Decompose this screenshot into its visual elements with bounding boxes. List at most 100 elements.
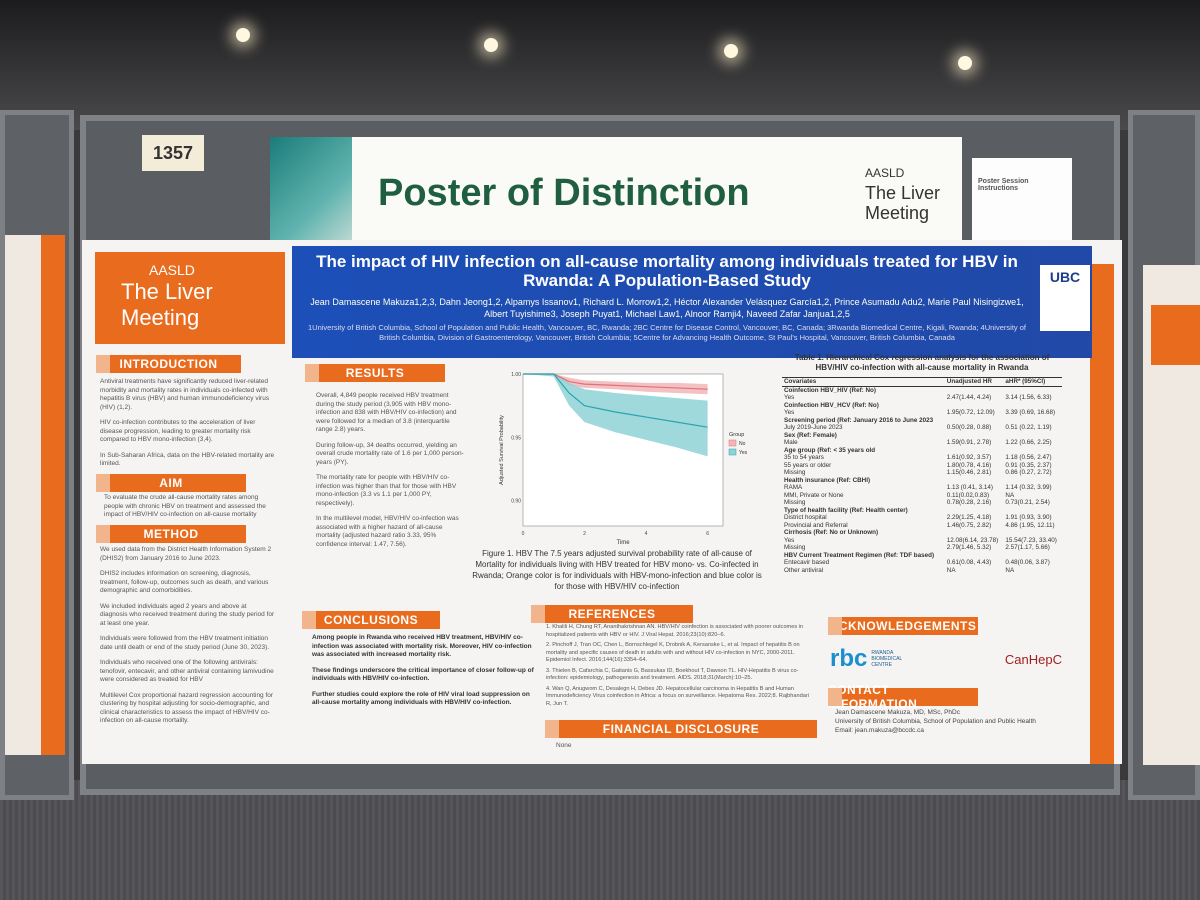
- table-cell: District hospital: [784, 514, 827, 521]
- table-cell: Provincial and Referral: [784, 521, 848, 529]
- table-cell: 2.79(1.46, 5.32): [946, 544, 992, 551]
- table-cell: Sex (Ref: Female): [784, 431, 837, 439]
- table-cell: 0.11(0.02,0.83): [946, 491, 990, 499]
- ceiling: [0, 0, 1200, 130]
- table-row: Type of health facility (Ref: Health cen…: [782, 507, 1062, 515]
- canhepc-logo: CanHepC: [1004, 651, 1062, 667]
- table-cell: 2.29(1.25, 4.18): [946, 514, 992, 521]
- booth-number: 1357: [142, 135, 204, 171]
- table-header: aHR* (95%CI): [1003, 377, 1062, 387]
- table-cell: [945, 477, 1004, 485]
- table-cell: 1.15(0.46, 2.81): [946, 469, 992, 476]
- table-cell: 15.54(7.23, 33.40): [1005, 536, 1057, 544]
- rbc-name: RWANDA BIOMEDICAL CENTRE: [871, 650, 903, 668]
- table-cell: 3.39 (0.69, 16.68): [1005, 409, 1056, 416]
- table-cell: [945, 386, 1004, 394]
- contact-info: Jean Damascene Makuza, MD, MSc, PhDc Uni…: [835, 709, 1036, 734]
- table-cell: Age group (Ref: < 35 years old: [784, 446, 876, 454]
- table-cell: 0.91 (0.35, 2.37): [1005, 461, 1052, 469]
- distinction-title: Poster of Distinction: [378, 171, 750, 214]
- table-cell: 0.73(0.21, 2.54): [1005, 499, 1050, 506]
- table-row: Yes 1.95(0.72, 12.09) 3.39 (0.69, 16.68): [782, 409, 1062, 417]
- table-cell: 35 to 54 years: [784, 454, 824, 461]
- regression-table: Covariates Unadjusted HR aHR* (95%CI) Co…: [782, 377, 1062, 574]
- introduction-text: Antiviral treatments have significantly …: [100, 378, 275, 467]
- right-neighbor-board: [1128, 110, 1200, 800]
- legend-label: No: [739, 441, 746, 447]
- table-row: 55 years or older 1.80(0.78, 4.16) 0.91 (0…: [782, 462, 1062, 470]
- table-cell: Coinfection HBV_HIV (Ref: No): [784, 386, 877, 394]
- distinction-banner: Poster of Distinction AASLD The Liver Me…: [270, 137, 962, 249]
- table-row: July 2019-June 2023 0.50(0.28, 0.88) 0.51 …: [782, 424, 1062, 432]
- table-cell: Yes: [784, 394, 795, 401]
- y-tick-label: 1.00: [511, 372, 521, 378]
- confidence-band-yes: [523, 374, 708, 457]
- table-row: Screening period (Ref: January 2016 to J…: [782, 417, 1062, 425]
- financial-heading: FINANCIAL DISCLOSURE: [545, 720, 817, 738]
- table-cell: Other antiviral: [784, 566, 824, 574]
- table-header: Covariates: [782, 377, 945, 387]
- table-cell: Entecavir based: [784, 559, 830, 566]
- table-cell: 2.47(1.44, 4.24): [946, 394, 992, 401]
- x-tick-label: 4: [645, 531, 648, 537]
- cox-table: Table 1. Hierarchical Cox regression ana…: [782, 353, 1062, 574]
- table-cell: Missing: [784, 499, 806, 506]
- table-cell: NA: [1005, 491, 1015, 499]
- table-cell: Cirrhosis (Ref: No or Unknown): [784, 529, 879, 536]
- table-row: Coinfection HBV_HIV (Ref: No): [782, 386, 1062, 394]
- table-cell: 1.18 (0.56, 2.47): [1005, 454, 1052, 461]
- table-row: Yes 2.47(1.44, 4.24) 3.14 (1.56, 6.33): [782, 394, 1062, 402]
- table-cell: 3.14 (1.56, 6.33): [1005, 394, 1052, 401]
- aim-heading: AIM: [96, 474, 246, 492]
- legend-label: Yes: [739, 450, 748, 456]
- introduction-heading: INTRODUCTION: [96, 355, 241, 373]
- table-cell: 1.13 (0.41, 3.14): [946, 484, 994, 491]
- table-cell: 0.51 (0.22, 1.19): [1005, 424, 1052, 431]
- table-cell: [1003, 447, 1062, 455]
- table-cell: [1003, 432, 1062, 440]
- poster-header: The impact of HIV infection on all-cause…: [292, 246, 1092, 358]
- table-cell: Male: [784, 439, 798, 446]
- ubc-logo: UBC: [1040, 265, 1090, 331]
- table-cell: NA: [1005, 566, 1015, 574]
- table-cell: [1003, 386, 1062, 394]
- ceiling-light: [958, 56, 972, 70]
- table-cell: 1.95(0.72, 12.09): [946, 409, 995, 416]
- y-tick-label: 0.95: [511, 435, 521, 441]
- table-title: Table 1. Hierarchical Cox regression ana…: [794, 353, 1050, 372]
- table-row: Missing 1.15(0.46, 2.81) 0.86 (0.27, 2.72): [782, 469, 1062, 477]
- table-cell: 0.50(0.28, 0.88): [946, 424, 992, 431]
- x-tick-label: 0: [522, 531, 525, 537]
- financial-text: None: [556, 742, 572, 749]
- table-cell: [1003, 477, 1062, 485]
- table-cell: 1.14 (0.32, 3.99): [1005, 484, 1052, 491]
- table-cell: Screening period (Ref: January 2016 to J…: [784, 416, 934, 424]
- table-cell: 0.78(0.28, 2.16): [946, 499, 992, 506]
- table-cell: MMI, Private or None: [784, 491, 844, 499]
- x-tick-label: 6: [706, 531, 709, 537]
- poster-affiliations: 1University of British Columbia, School …: [307, 323, 1026, 342]
- table-cell: 55 years or older: [784, 461, 832, 469]
- table-cell: 1.91 (0.93, 3.90): [1005, 514, 1052, 521]
- aasld-logo: AASLD The Liver Meeting: [95, 252, 285, 344]
- table-header: Unadjusted HR: [944, 377, 1004, 387]
- references-text: 1. Khalili H, Chung RT, Ananthakrishnan …: [546, 624, 809, 707]
- table-row: RAMA 1.13 (0.41, 3.14) 1.14 (0.32, 3.99): [782, 484, 1062, 492]
- x-tick-label: 2: [583, 531, 586, 537]
- ceiling-light: [236, 28, 250, 42]
- ceiling-light: [724, 44, 738, 58]
- table-cell: July 2019-June 2023: [784, 424, 843, 431]
- table-cell: [1003, 417, 1062, 425]
- table-cell: Yes: [784, 409, 795, 416]
- table-cell: Missing: [784, 544, 806, 551]
- table-cell: 1.59(0.91, 2.78): [946, 439, 992, 446]
- sponsor-logos: rbc RWANDA BIOMEDICAL CENTRE CanHepC: [830, 638, 1062, 680]
- table-cell: RAMA: [784, 484, 803, 491]
- table-cell: 1.61(0.92, 3.57): [946, 454, 992, 461]
- floor: [0, 780, 1200, 900]
- table-cell: [1003, 402, 1062, 410]
- survival-chart: 0 2 4 6 1.00 0.95 0.90 Time Adjusted Survival Pr…: [499, 372, 748, 546]
- table-cell: [945, 447, 1004, 455]
- table-cell: [1003, 552, 1062, 560]
- results-text: Overall, 4,849 people received HBV treat…: [316, 392, 464, 548]
